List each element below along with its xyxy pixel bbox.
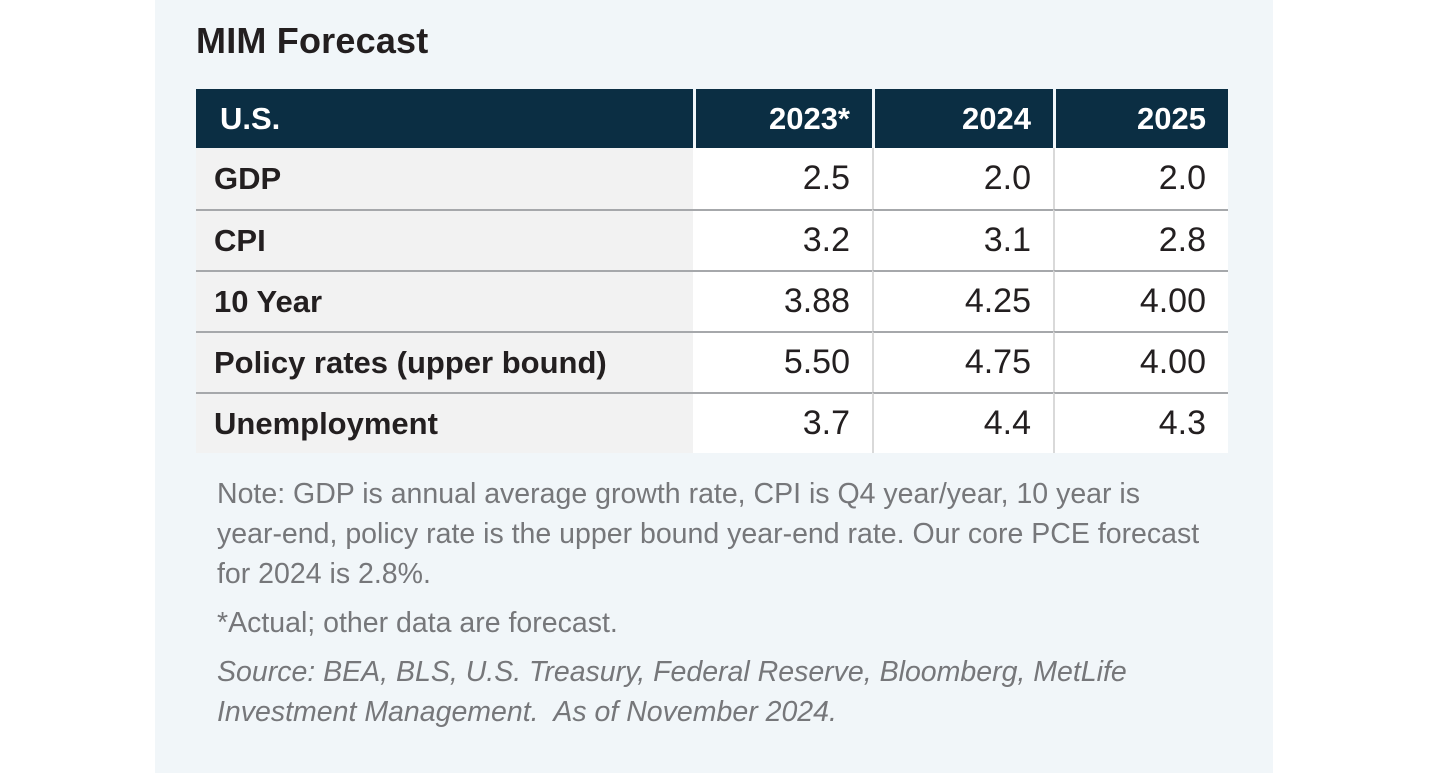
cell-value: 2.5 (693, 148, 872, 209)
cell-value: 4.3 (1053, 392, 1228, 453)
row-label: GDP (196, 148, 693, 209)
cell-value: 5.50 (693, 331, 872, 392)
source-text: Source: BEA, BLS, U.S. Treasury, Federal… (217, 656, 1135, 728)
cell-value: 3.2 (693, 209, 872, 270)
row-label: 10 Year (196, 270, 693, 331)
cell-value: 4.4 (872, 392, 1053, 453)
cell-value: 4.00 (1053, 270, 1228, 331)
actual-footnote: *Actual; other data are forecast. (217, 607, 618, 639)
cell-value: 3.1 (872, 209, 1053, 270)
note-text: Note: GDP is annual average growth rate,… (217, 478, 1208, 590)
cell-value: 2.0 (872, 148, 1053, 209)
content-panel: MIM Forecast U.S. 2023* 2024 2025 GDP 2.… (155, 0, 1273, 773)
cell-value: 3.88 (693, 270, 872, 331)
header-cell-2024: 2024 (872, 89, 1053, 148)
cell-value: 3.7 (693, 392, 872, 453)
cell-value: 4.75 (872, 331, 1053, 392)
page-title: MIM Forecast (196, 20, 429, 61)
forecast-table: U.S. 2023* 2024 2025 GDP 2.5 2.0 2.0 CPI… (196, 89, 1228, 453)
row-label: Unemployment (196, 392, 693, 453)
cell-value: 4.25 (872, 270, 1053, 331)
header-cell-2025: 2025 (1053, 89, 1228, 148)
cell-value: 2.0 (1053, 148, 1228, 209)
header-cell-region: U.S. (196, 89, 693, 148)
cell-value: 2.8 (1053, 209, 1228, 270)
footnotes: Note: GDP is annual average growth rate,… (217, 474, 1212, 741)
row-label: Policy rates (upper bound) (196, 331, 693, 392)
row-label: CPI (196, 209, 693, 270)
header-cell-2023: 2023* (693, 89, 872, 148)
cell-value: 4.00 (1053, 331, 1228, 392)
